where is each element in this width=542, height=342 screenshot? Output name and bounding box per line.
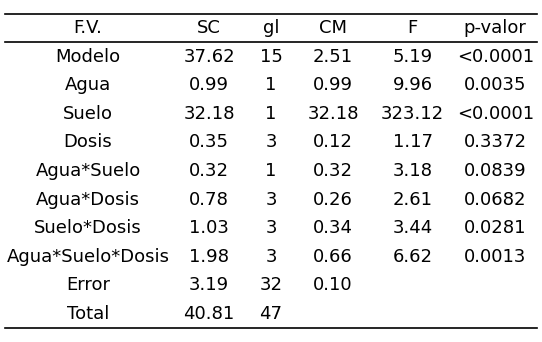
Text: gl: gl	[263, 19, 279, 37]
Text: <0.0001: <0.0001	[457, 105, 534, 123]
Text: 323.12: 323.12	[381, 105, 444, 123]
Text: 1.17: 1.17	[392, 133, 433, 152]
Text: <0.0001: <0.0001	[457, 48, 534, 66]
Text: Agua*Suelo*Dosis: Agua*Suelo*Dosis	[7, 248, 170, 266]
Text: 0.26: 0.26	[313, 190, 353, 209]
Text: Suelo*Dosis: Suelo*Dosis	[34, 219, 142, 237]
Text: SC: SC	[197, 19, 221, 37]
Text: Agua: Agua	[65, 76, 111, 94]
Text: 0.3372: 0.3372	[464, 133, 527, 152]
Text: Agua*Suelo: Agua*Suelo	[35, 162, 141, 180]
Text: CM: CM	[319, 19, 347, 37]
Text: 1.03: 1.03	[189, 219, 229, 237]
Text: 15: 15	[260, 48, 282, 66]
Text: 0.0281: 0.0281	[464, 219, 526, 237]
Text: 0.12: 0.12	[313, 133, 353, 152]
Text: 0.0035: 0.0035	[464, 76, 526, 94]
Text: 1.98: 1.98	[189, 248, 229, 266]
Text: 0.0013: 0.0013	[464, 248, 526, 266]
Text: 0.99: 0.99	[313, 76, 353, 94]
Text: 0.0682: 0.0682	[464, 190, 526, 209]
Text: 1: 1	[266, 105, 276, 123]
Text: 1: 1	[266, 76, 276, 94]
Text: Dosis: Dosis	[63, 133, 112, 152]
Text: 3: 3	[265, 133, 277, 152]
Text: 0.10: 0.10	[313, 276, 353, 294]
Text: Suelo: Suelo	[63, 105, 113, 123]
Text: 0.78: 0.78	[189, 190, 229, 209]
Text: F.V.: F.V.	[74, 19, 102, 37]
Text: 32.18: 32.18	[183, 105, 235, 123]
Text: 9.96: 9.96	[392, 76, 433, 94]
Text: F: F	[408, 19, 418, 37]
Text: 3: 3	[265, 248, 277, 266]
Text: 6.62: 6.62	[392, 248, 433, 266]
Text: Error: Error	[66, 276, 110, 294]
Text: p-valor: p-valor	[464, 19, 527, 37]
Text: 3: 3	[265, 219, 277, 237]
Text: 32.18: 32.18	[307, 105, 359, 123]
Text: 2.51: 2.51	[313, 48, 353, 66]
Text: Agua*Dosis: Agua*Dosis	[36, 190, 140, 209]
Text: 3.19: 3.19	[189, 276, 229, 294]
Text: Total: Total	[67, 305, 109, 323]
Text: 47: 47	[260, 305, 282, 323]
Text: 0.35: 0.35	[189, 133, 229, 152]
Text: 37.62: 37.62	[183, 48, 235, 66]
Text: 40.81: 40.81	[183, 305, 235, 323]
Text: 0.34: 0.34	[313, 219, 353, 237]
Text: 5.19: 5.19	[392, 48, 433, 66]
Text: 0.66: 0.66	[313, 248, 353, 266]
Text: Modelo: Modelo	[55, 48, 121, 66]
Text: 0.99: 0.99	[189, 76, 229, 94]
Text: 3.44: 3.44	[392, 219, 433, 237]
Text: 2.61: 2.61	[392, 190, 433, 209]
Text: 0.32: 0.32	[313, 162, 353, 180]
Text: 0.0839: 0.0839	[464, 162, 527, 180]
Text: 32: 32	[260, 276, 282, 294]
Text: 1: 1	[266, 162, 276, 180]
Text: 0.32: 0.32	[189, 162, 229, 180]
Text: 3.18: 3.18	[392, 162, 433, 180]
Text: 3: 3	[265, 190, 277, 209]
